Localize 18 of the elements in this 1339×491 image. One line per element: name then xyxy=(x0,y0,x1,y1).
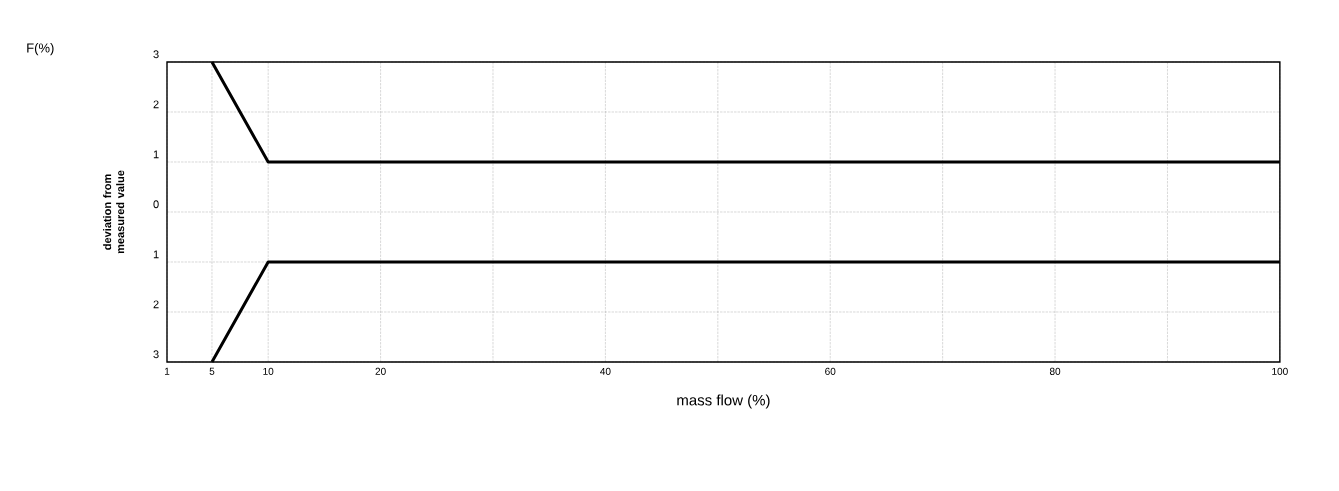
x-tick-label: 60 xyxy=(825,367,836,375)
x-tick-label: 5 xyxy=(209,367,215,375)
y-tick-label: 2 xyxy=(153,300,159,309)
x-tick-label: 40 xyxy=(600,367,611,375)
x-tick-label: 10 xyxy=(263,367,274,375)
y-tick-label: 3 xyxy=(153,50,159,59)
x-axis-title: mass flow (%) xyxy=(677,394,770,409)
y-tick-label: 1 xyxy=(153,250,159,259)
y-tick-label: 3 xyxy=(153,350,159,359)
x-tick-label: 1 xyxy=(164,367,170,375)
x-tick-label: 20 xyxy=(375,367,386,375)
y-tick-label: 2 xyxy=(153,100,159,109)
x-tick-label: 80 xyxy=(1049,367,1061,375)
y-axis-title: deviation from measured value xyxy=(103,170,125,254)
text: F(%) xyxy=(27,43,54,56)
y-tick-label: 0 xyxy=(153,200,159,209)
y-tick-label: 1 xyxy=(153,150,159,159)
x-tick-label: 100 xyxy=(1272,367,1288,375)
